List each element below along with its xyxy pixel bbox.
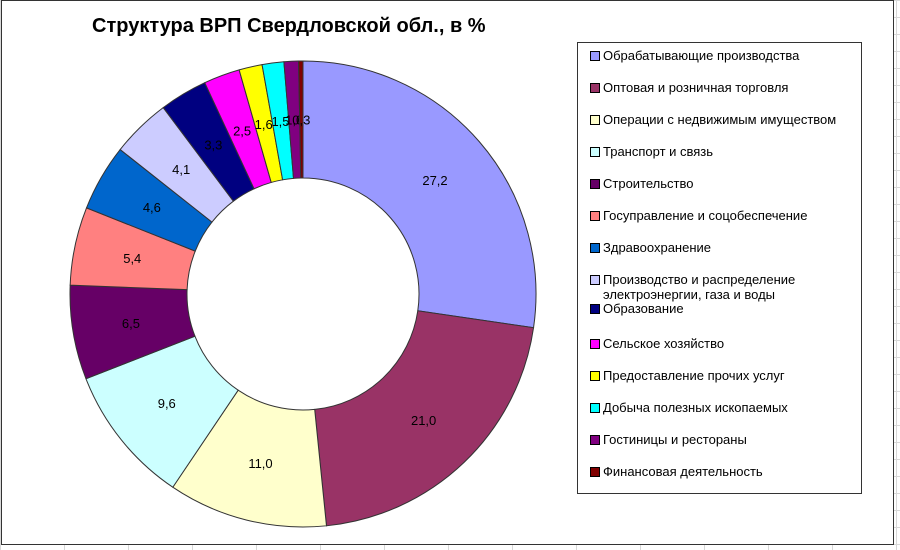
legend-label: Здравоохранение: [603, 240, 712, 255]
legend-label: Обрабатывающие производства: [603, 48, 800, 63]
doughnut-slice[interactable]: [314, 310, 535, 527]
legend-label: Строительство: [603, 176, 694, 191]
doughnut-slice[interactable]: [298, 60, 304, 179]
legend-swatch-icon: [590, 51, 600, 61]
legend-label: Производство и распределение электроэнер…: [603, 272, 796, 302]
legend-label: Оптовая и розничная торговля: [603, 80, 789, 95]
legend-swatch-icon: [590, 147, 600, 157]
legend-item[interactable]: Транспорт и связь: [590, 144, 858, 159]
chart-title: Структура ВРП Свердловской обл., в %: [92, 15, 486, 37]
legend-item[interactable]: Здравоохранение: [590, 240, 858, 255]
legend-label: Образование: [603, 301, 684, 316]
legend-item[interactable]: Добыча полезных ископаемых: [590, 400, 858, 415]
legend-swatch-icon: [590, 211, 600, 221]
legend-item[interactable]: Строительство: [590, 176, 858, 191]
legend-swatch-icon: [590, 403, 600, 413]
doughnut-slice[interactable]: [302, 60, 537, 329]
legend-swatch-icon: [590, 304, 600, 314]
legend-item[interactable]: Образование: [590, 301, 858, 316]
legend-label: Гостиницы и рестораны: [603, 432, 747, 447]
legend-item[interactable]: Обрабатывающие производства: [590, 48, 858, 63]
legend-item[interactable]: Предоставление прочих услуг: [590, 368, 858, 383]
legend-swatch-icon: [590, 179, 600, 189]
legend-label: Финансовая деятельность: [603, 464, 763, 479]
data-label: 1,5: [271, 114, 289, 129]
data-label: 21,0: [411, 413, 436, 428]
data-label: 1,6: [255, 117, 273, 132]
data-label: 9,6: [158, 396, 176, 411]
legend-swatch-icon: [590, 115, 600, 125]
legend-item[interactable]: Финансовая деятельность: [590, 464, 858, 479]
data-label: 1,0: [285, 113, 303, 128]
legend-swatch-icon: [590, 275, 600, 285]
legend-swatch-icon: [590, 243, 600, 253]
data-label: 6,5: [122, 316, 140, 331]
data-label: 2,5: [233, 123, 251, 138]
legend-item[interactable]: Госуправление и соцобеспечение: [590, 208, 858, 223]
legend-item[interactable]: Гостиницы и рестораны: [590, 432, 858, 447]
data-label: 0,3: [292, 113, 310, 128]
legend-swatch-icon: [590, 371, 600, 381]
legend-label: Сельское хозяйство: [603, 336, 725, 351]
legend-label: Добыча полезных ископаемых: [603, 400, 788, 415]
legend-label: Транспорт и связь: [603, 144, 714, 159]
legend-item[interactable]: Производство и распределение электроэнер…: [590, 272, 858, 302]
legend-item[interactable]: Операции с недвижимым имуществом: [590, 112, 858, 127]
data-label: 11,0: [248, 456, 272, 471]
legend-swatch-icon: [590, 83, 600, 93]
data-label: 4,1: [172, 162, 190, 177]
legend-label: Предоставление прочих услуг: [603, 368, 785, 383]
data-label: 27,2: [422, 173, 447, 188]
legend-swatch-icon: [590, 467, 600, 477]
legend-label: Госуправление и соцобеспечение: [603, 208, 808, 223]
legend-label: Операции с недвижимым имуществом: [603, 112, 837, 127]
data-label: 5,4: [123, 251, 141, 266]
legend-item[interactable]: Сельское хозяйство: [590, 336, 858, 351]
data-label: 4,6: [143, 200, 161, 215]
legend[interactable]: Обрабатывающие производства Оптовая и роз…: [577, 42, 862, 494]
legend-swatch-icon: [590, 435, 600, 445]
legend-swatch-icon: [590, 339, 600, 349]
legend-item[interactable]: Оптовая и розничная торговля: [590, 80, 858, 95]
data-label: 3,3: [204, 137, 222, 152]
